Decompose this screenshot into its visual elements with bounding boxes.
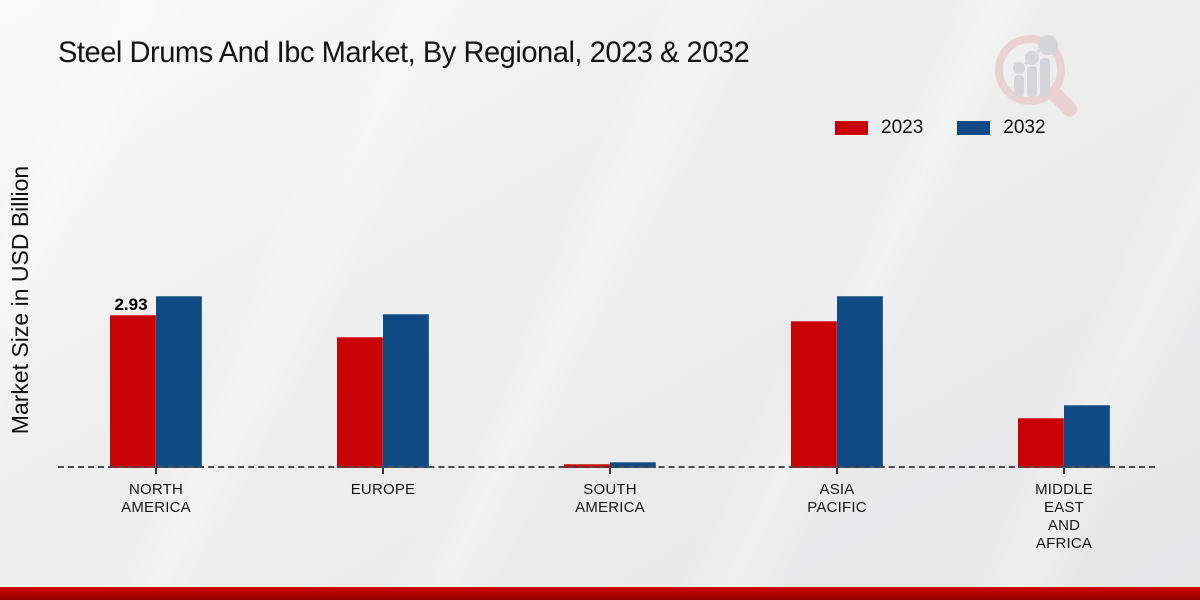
axis-tick-asia-pacific bbox=[836, 468, 838, 474]
bar-2023-asia-pacific bbox=[791, 321, 837, 468]
legend-item-2023: 2023 bbox=[835, 117, 923, 139]
bar-2032-asia-pacific bbox=[837, 296, 883, 468]
category-label-asia-pacific: ASIA PACIFIC bbox=[807, 481, 867, 516]
legend-label-2032: 2032 bbox=[1003, 117, 1046, 138]
axis-tick-north-america bbox=[155, 468, 157, 474]
legend-swatch-2023 bbox=[835, 121, 868, 135]
bar-2023-north-america bbox=[110, 315, 156, 468]
legend-label-2023: 2023 bbox=[881, 117, 924, 138]
magnifier-icon bbox=[995, 35, 1078, 117]
legend-item-2032: 2032 bbox=[957, 117, 1046, 139]
legend-swatch-2032 bbox=[957, 121, 991, 135]
bar-2023-middle-east-and-africa bbox=[1018, 418, 1064, 468]
bar-2032-south-america bbox=[610, 462, 656, 468]
footer-band bbox=[0, 587, 1200, 600]
category-label-middle-east-and-africa: MIDDLE EAST AND AFRICA bbox=[1035, 481, 1093, 552]
axis-tick-middle-east-and-africa bbox=[1063, 468, 1065, 474]
bar-2032-middle-east-and-africa bbox=[1064, 405, 1110, 468]
zero-baseline bbox=[58, 466, 1155, 468]
category-label-north-america: NORTH AMERICA bbox=[121, 481, 191, 516]
bar-2023-europe bbox=[337, 337, 383, 468]
category-label-south-america: SOUTH AMERICA bbox=[575, 481, 645, 516]
bar-2032-north-america bbox=[156, 296, 202, 468]
bar-value-label: 2.93 bbox=[114, 295, 148, 314]
chart-title: Steel Drums And Ibc Market, By Regional,… bbox=[58, 36, 750, 69]
legend: 2023 2032 bbox=[835, 117, 1046, 139]
axis-tick-south-america bbox=[609, 468, 611, 474]
bar-growth-icon bbox=[1013, 35, 1058, 97]
category-label-europe: EUROPE bbox=[350, 481, 416, 498]
bar-2032-europe bbox=[383, 314, 429, 468]
axis-tick-europe bbox=[382, 468, 384, 474]
logo-watermark bbox=[995, 35, 1078, 117]
